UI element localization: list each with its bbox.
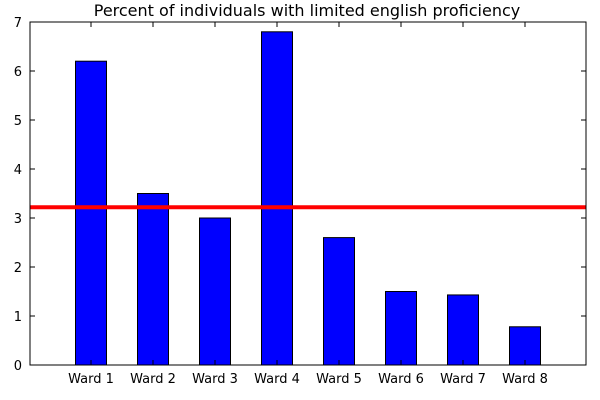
bar-6 [385,291,417,366]
y-axis: 0 1 2 3 4 5 6 7 [14,16,586,374]
y-tick-label: 1 [14,310,22,325]
chart-title: Percent of individuals with limited engl… [94,1,521,20]
y-tick-label: 6 [14,65,22,80]
bar-7 [447,294,479,366]
y-tick-label: 4 [14,163,22,178]
plot-frame [29,21,587,366]
x-tick-label: Ward 5 [316,372,362,387]
x-tick-label: Ward 7 [440,372,486,387]
bar-4 [261,31,293,366]
y-tick-label: 0 [14,359,22,374]
bar-1 [75,60,107,366]
x-tick-label: Ward 8 [502,372,548,387]
y-tick-label: 7 [14,16,22,31]
bar-series [75,31,541,366]
bar-8 [509,326,541,366]
x-tick-label: Ward 1 [68,372,114,387]
x-tick-label: Ward 3 [192,372,238,387]
x-tick-label: Ward 2 [130,372,176,387]
x-tick-label: Ward 4 [254,372,300,387]
x-axis: Ward 1 Ward 2 Ward 3 Ward 4 Ward 5 Ward 6 Ward… [68,22,548,387]
y-tick-label: 2 [14,261,22,276]
bar-5 [323,237,355,366]
bar-3 [199,217,231,366]
x-tick-label: Ward 6 [378,372,424,387]
bar-2 [137,193,169,366]
y-tick-label: 3 [14,212,22,227]
y-tick-label: 5 [14,114,22,129]
